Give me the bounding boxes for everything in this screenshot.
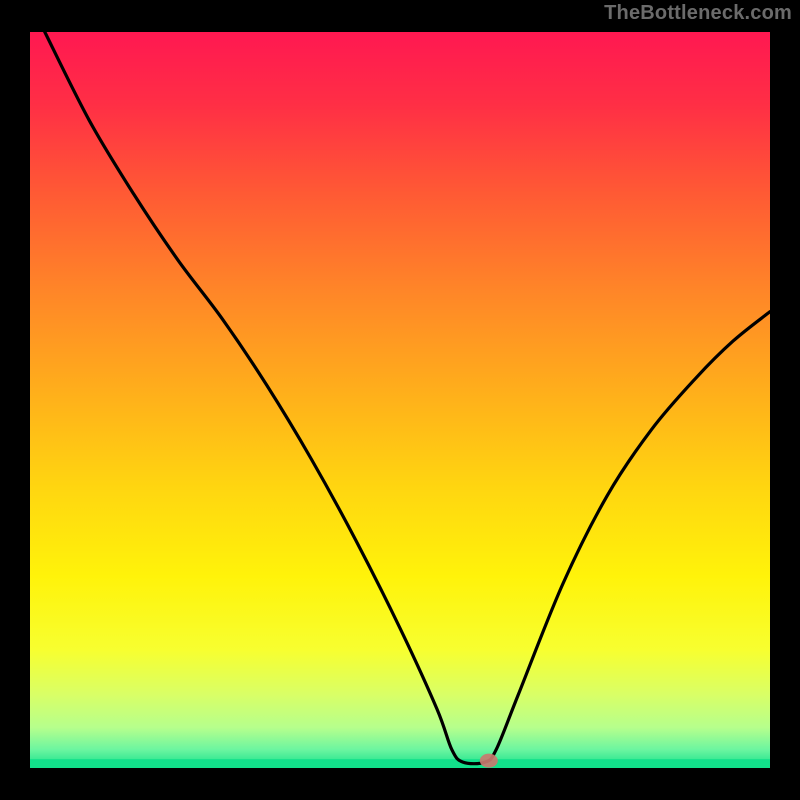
chart-frame: TheBottleneck.com [0, 0, 800, 800]
watermark-text: TheBottleneck.com [604, 2, 792, 25]
green-floor-band [30, 759, 770, 768]
bottleneck-chart [0, 0, 800, 800]
optimal-marker [480, 754, 498, 768]
plot-background [30, 32, 770, 768]
